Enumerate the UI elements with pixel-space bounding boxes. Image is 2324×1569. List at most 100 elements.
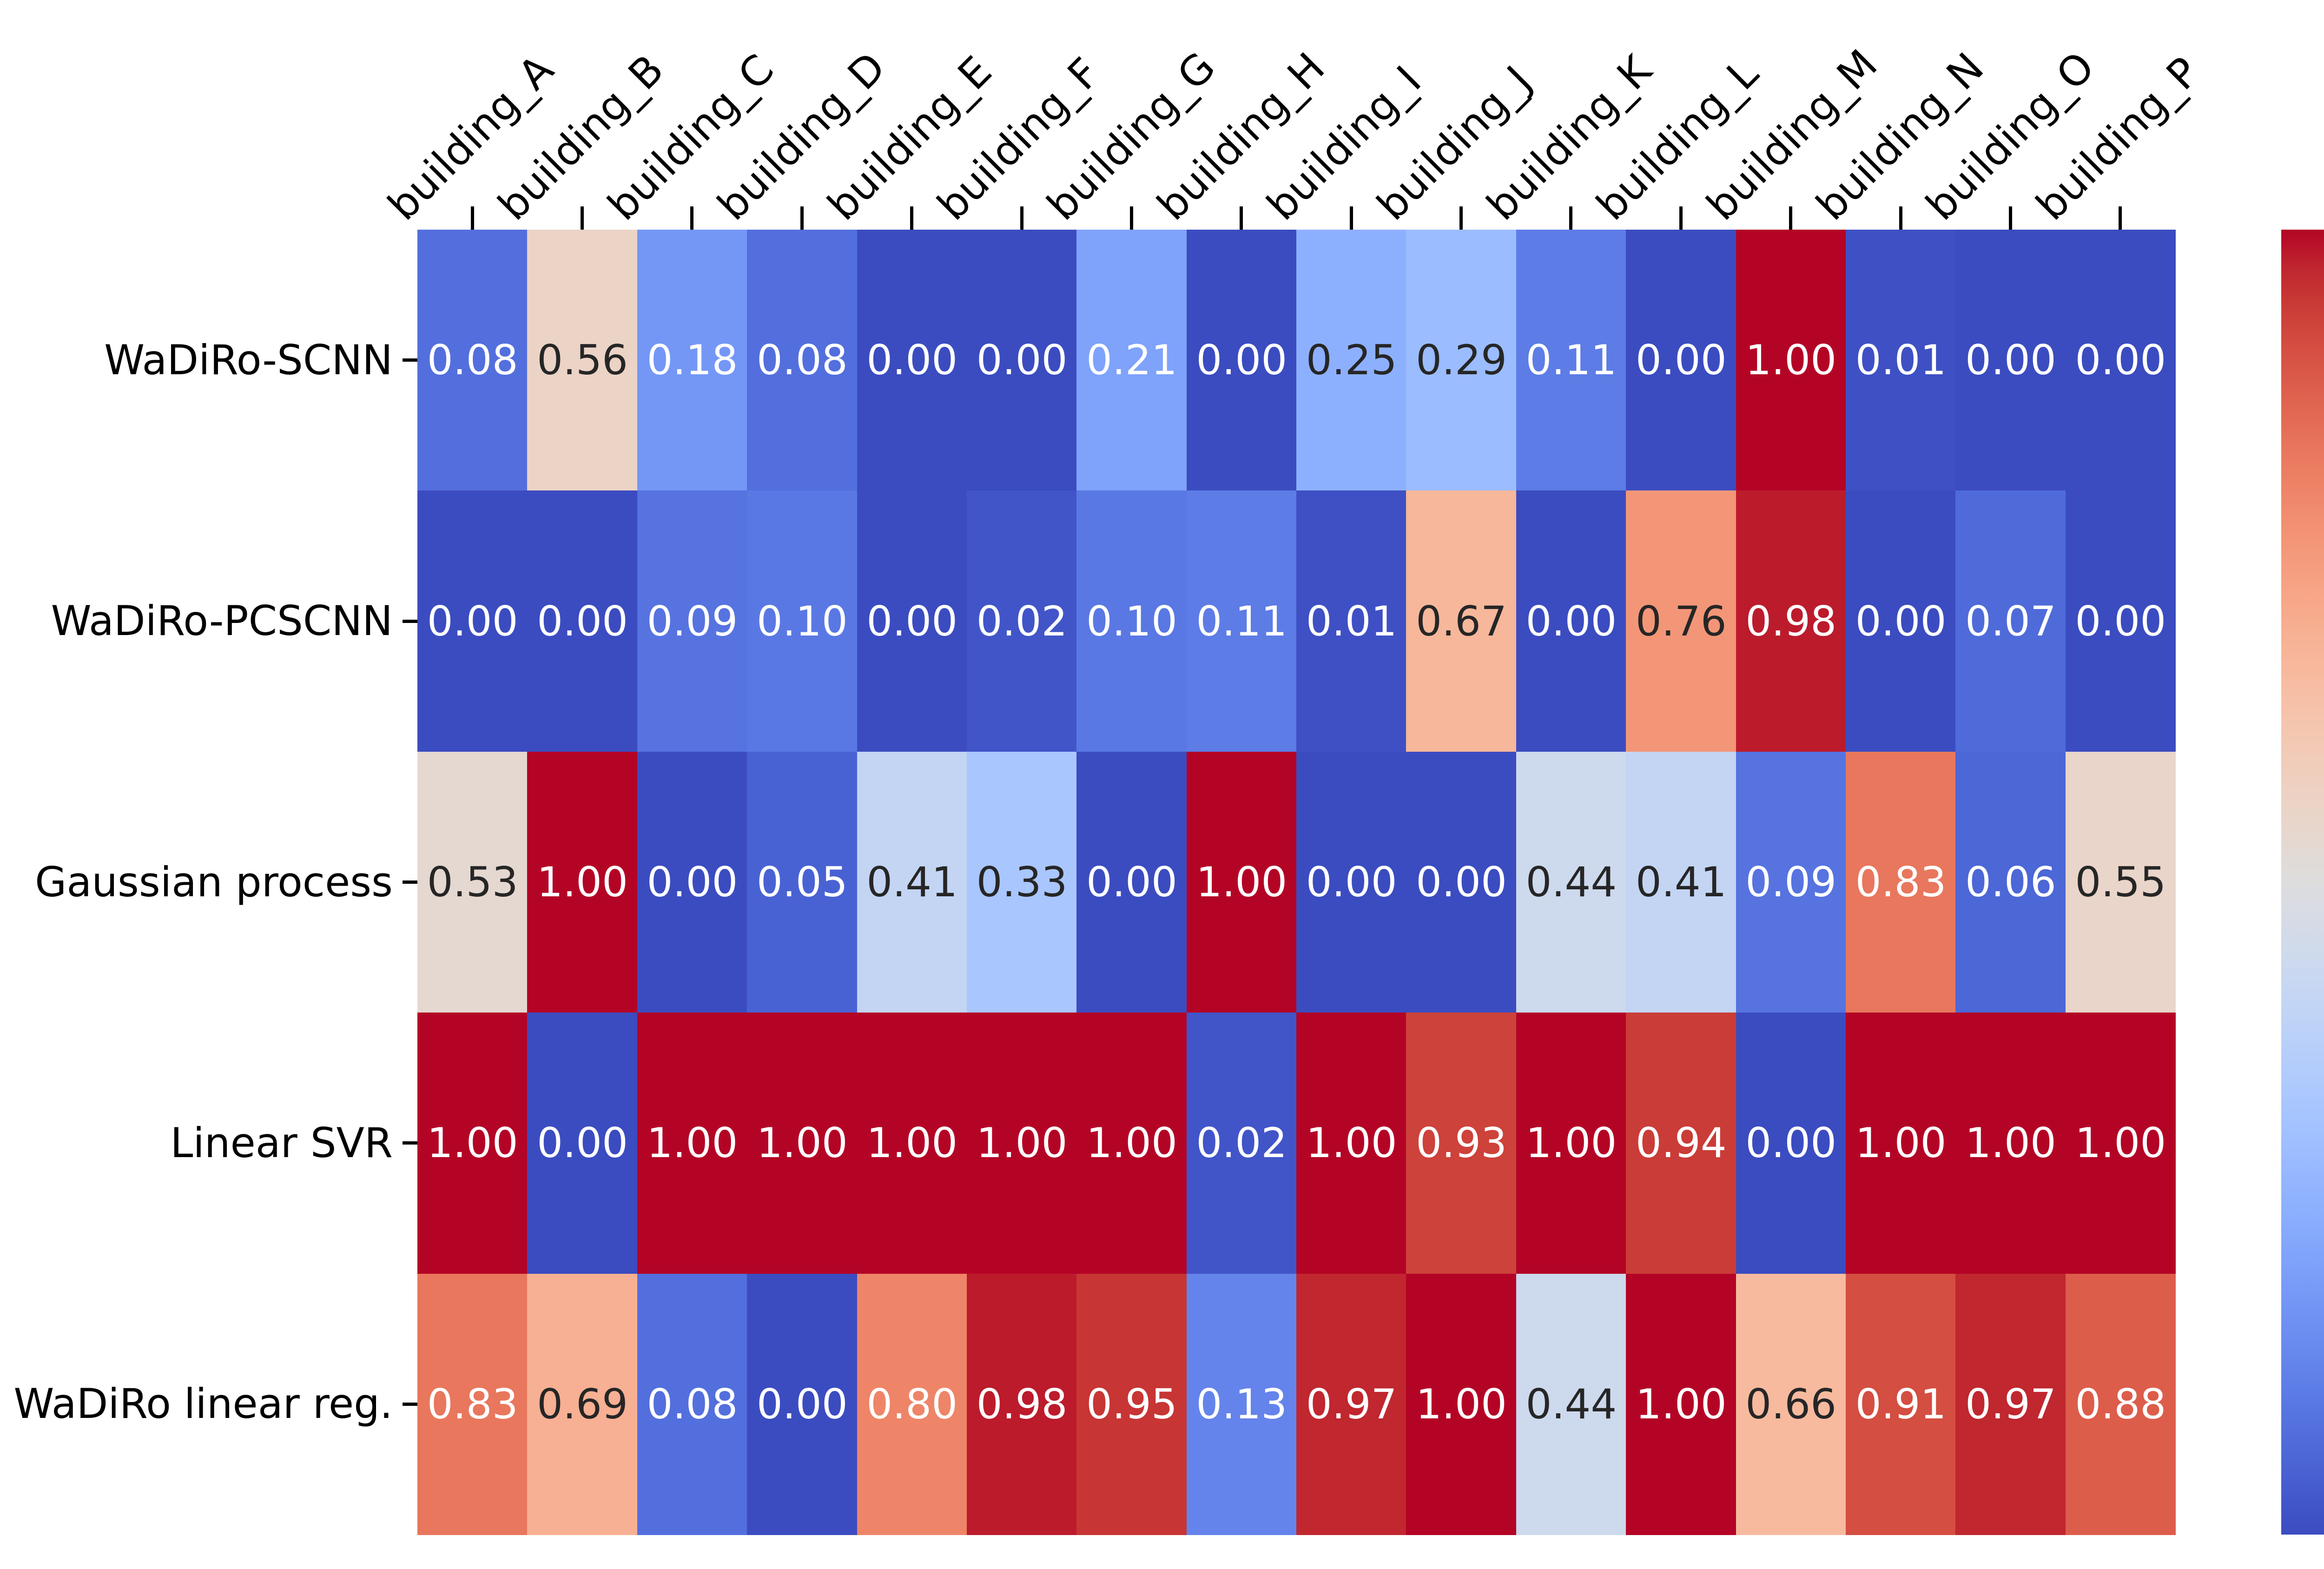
x-tick-mark <box>2119 206 2122 230</box>
heatmap-cell: 0.11 <box>1186 490 1297 752</box>
heatmap-cell: 0.00 <box>2065 490 2176 752</box>
heatmap-cell: 0.02 <box>1186 1013 1297 1274</box>
heatmap-cell: 0.44 <box>1516 1273 1627 1535</box>
heatmap-cell: 0.76 <box>1626 490 1736 752</box>
cell-value: 0.00 <box>647 858 738 906</box>
heatmap-cell: 0.08 <box>417 230 528 491</box>
x-tick-mark <box>1679 206 1683 230</box>
heatmap-cell: 0.55 <box>2065 751 2176 1013</box>
y-tick-mark <box>403 1402 417 1406</box>
heatmap-cell: 0.08 <box>747 230 858 491</box>
heatmap-cell: 0.91 <box>1845 1273 1956 1535</box>
heatmap-cell: 1.00 <box>637 1013 748 1274</box>
cell-value: 0.66 <box>1745 1380 1837 1428</box>
cell-value: 0.98 <box>1745 597 1837 645</box>
cell-value: 0.00 <box>427 597 518 645</box>
heatmap-cell: 0.09 <box>1736 751 1846 1013</box>
heatmap-cell: 0.00 <box>1186 230 1297 491</box>
colorbar <box>2281 230 2324 1535</box>
cell-value: 1.00 <box>537 858 628 906</box>
heatmap-cell: 1.00 <box>1076 1013 1187 1274</box>
cell-value: 1.00 <box>1196 858 1287 906</box>
cell-value: 0.10 <box>1086 597 1177 645</box>
heatmap-cell: 0.80 <box>857 1273 967 1535</box>
heatmap-cell: 0.01 <box>1296 490 1407 752</box>
heatmap-plot-area: 0.08 0.56 0.18 0.08 0.00 0.00 0.21 0.00 0.25 0.29… <box>417 230 2176 1535</box>
x-tick-mark <box>1789 206 1793 230</box>
heatmap-cell: 1.00 <box>1626 1273 1736 1535</box>
heatmap-cell: 0.08 <box>637 1273 748 1535</box>
heatmap-cell: 0.00 <box>2065 230 2176 491</box>
heatmap-cell: 0.83 <box>1845 751 1956 1013</box>
cell-value: 0.00 <box>1855 597 1947 645</box>
cell-value: 1.00 <box>1855 1119 1947 1167</box>
heatmap-cell: 0.98 <box>966 1273 1077 1535</box>
heatmap-cell: 1.00 <box>1736 230 1846 491</box>
heatmap-cell: 0.00 <box>1626 230 1736 491</box>
heatmap-cell: 0.00 <box>966 230 1077 491</box>
x-tick-mark <box>2008 206 2012 230</box>
cell-value: 0.41 <box>1635 858 1727 906</box>
row-label: Linear SVR <box>170 1119 393 1167</box>
cell-value: 0.67 <box>1416 597 1507 645</box>
heatmap-cell: 0.53 <box>417 751 528 1013</box>
cell-value: 0.02 <box>1196 1119 1287 1167</box>
cell-value: 0.53 <box>427 858 518 906</box>
cell-value: 0.69 <box>537 1380 628 1428</box>
heatmap-cell: 1.00 <box>1516 1013 1627 1274</box>
heatmap-cell: 0.00 <box>1296 751 1407 1013</box>
cell-value: 0.00 <box>1196 336 1287 384</box>
heatmap-cell: 0.00 <box>1955 230 2066 491</box>
heatmap-cell: 0.83 <box>417 1273 528 1535</box>
heatmap-cell: 0.67 <box>1406 490 1517 752</box>
cell-value: 1.00 <box>647 1119 738 1167</box>
cell-value: 0.07 <box>1965 597 2056 645</box>
cell-value: 0.00 <box>2075 597 2166 645</box>
cell-value: 1.00 <box>1086 1119 1177 1167</box>
cell-value: 0.56 <box>537 336 628 384</box>
cell-value: 0.21 <box>1086 336 1177 384</box>
heatmap-cell: 0.00 <box>1516 490 1627 752</box>
heatmap-cell: 0.41 <box>1626 751 1736 1013</box>
cell-value: 0.08 <box>427 336 518 384</box>
cell-value: 0.00 <box>1745 1119 1837 1167</box>
heatmap-cell: 1.00 <box>857 1013 967 1274</box>
x-tick-mark <box>1240 206 1243 230</box>
cell-value: 1.00 <box>2075 1119 2166 1167</box>
cell-value: 0.91 <box>1855 1380 1947 1428</box>
x-tick-mark <box>1349 206 1353 230</box>
cell-value: 0.09 <box>647 597 738 645</box>
heatmap-cell: 0.11 <box>1516 230 1627 491</box>
cell-value: 1.00 <box>866 1119 958 1167</box>
y-tick-mark <box>403 358 417 362</box>
heatmap-cell: 0.56 <box>527 230 638 491</box>
heatmap-cell: 0.13 <box>1186 1273 1297 1535</box>
heatmap-cell: 0.05 <box>747 751 858 1013</box>
heatmap-cell: 0.95 <box>1076 1273 1187 1535</box>
cell-value: 0.33 <box>976 858 1068 906</box>
y-tick-mark <box>403 1141 417 1145</box>
cell-value: 0.00 <box>2075 336 2166 384</box>
heatmap-cell: 0.44 <box>1516 751 1627 1013</box>
cell-value: 1.00 <box>756 1119 848 1167</box>
cell-value: 0.83 <box>427 1380 518 1428</box>
heatmap-cell: 0.66 <box>1736 1273 1846 1535</box>
cell-value: 0.00 <box>1306 858 1397 906</box>
heatmap-cell: 1.00 <box>527 751 638 1013</box>
cell-value: 1.00 <box>1416 1380 1507 1428</box>
heatmap-cell: 1.00 <box>1845 1013 1956 1274</box>
cell-value: 0.83 <box>1855 858 1947 906</box>
cell-value: 0.10 <box>756 597 848 645</box>
heatmap-cell: 0.41 <box>857 751 967 1013</box>
cell-value: 0.00 <box>537 1119 628 1167</box>
heatmap-cell: 0.97 <box>1296 1273 1407 1535</box>
heatmap-cell: 0.00 <box>637 751 748 1013</box>
heatmap-cell: 0.10 <box>1076 490 1187 752</box>
cell-value: 0.11 <box>1525 336 1617 384</box>
row-label: Gaussian process <box>35 858 393 906</box>
cell-value: 0.94 <box>1635 1119 1727 1167</box>
cell-value: 0.93 <box>1416 1119 1507 1167</box>
heatmap-cell: 0.07 <box>1955 490 2066 752</box>
cell-value: 0.00 <box>1086 858 1177 906</box>
heatmap-cell: 1.00 <box>747 1013 858 1274</box>
